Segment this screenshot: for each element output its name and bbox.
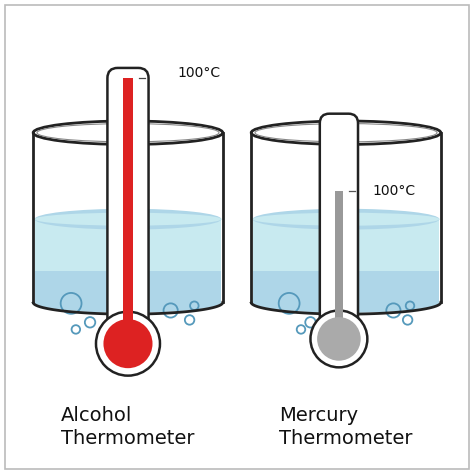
Circle shape bbox=[317, 317, 361, 361]
Ellipse shape bbox=[253, 292, 439, 313]
FancyBboxPatch shape bbox=[320, 114, 358, 348]
Ellipse shape bbox=[253, 213, 439, 226]
Circle shape bbox=[310, 310, 367, 367]
Ellipse shape bbox=[253, 209, 439, 229]
FancyBboxPatch shape bbox=[108, 68, 148, 354]
Text: Mercury
Thermometer: Mercury Thermometer bbox=[279, 406, 413, 448]
Circle shape bbox=[103, 319, 153, 368]
Bar bbox=[335, 191, 343, 339]
Bar bbox=[253, 271, 439, 302]
Ellipse shape bbox=[35, 213, 221, 226]
Ellipse shape bbox=[35, 209, 221, 229]
Bar bbox=[253, 219, 439, 302]
Bar bbox=[35, 271, 221, 302]
Text: 100°C: 100°C bbox=[372, 183, 415, 198]
Text: 100°C: 100°C bbox=[178, 66, 221, 81]
Bar bbox=[35, 219, 221, 302]
Ellipse shape bbox=[35, 292, 221, 313]
Circle shape bbox=[96, 312, 160, 375]
Bar bbox=[123, 78, 133, 344]
Text: Alcohol
Thermometer: Alcohol Thermometer bbox=[61, 406, 195, 448]
